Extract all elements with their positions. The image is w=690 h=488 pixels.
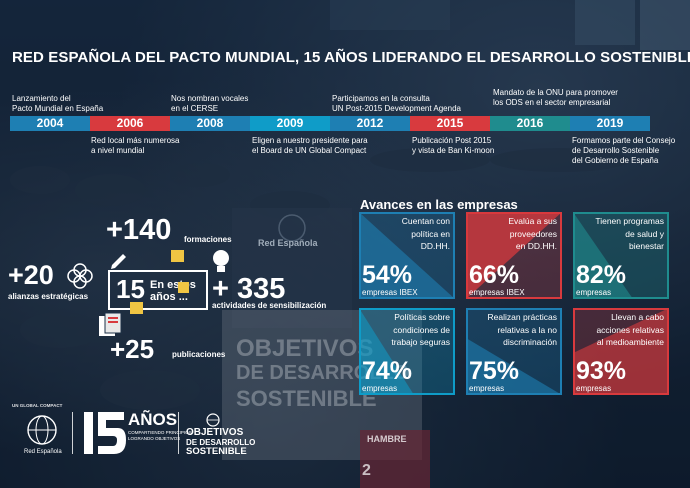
un-global-compact-logo bbox=[27, 415, 57, 445]
card-trabajo: Políticas sobre condiciones de trabajo seg… bbox=[359, 308, 455, 395]
year-2015: 2015 bbox=[410, 116, 490, 131]
formaciones-number: +140 bbox=[106, 214, 172, 246]
formaciones-label: formaciones bbox=[184, 235, 232, 244]
center-box bbox=[108, 270, 208, 310]
pct-66: 66% bbox=[469, 261, 520, 289]
year-2019: 2019 bbox=[570, 116, 650, 131]
fifteen-years-logo bbox=[84, 412, 126, 454]
avances-title: Avances en las empresas bbox=[360, 197, 518, 212]
year-2009: 2009 bbox=[250, 116, 330, 131]
card-discriminacion: Realizan prácticas relativas a la no discr… bbox=[466, 308, 562, 395]
pencil-icon bbox=[111, 254, 126, 269]
sign-line-1: OBJETIVOS bbox=[236, 335, 374, 362]
lightbulb-icon bbox=[213, 250, 229, 272]
year-2004: 2004 bbox=[10, 116, 90, 131]
year-2016: 2016 bbox=[490, 116, 570, 131]
timeline-note-2016: Mandato de la ONU para promover los ODS e… bbox=[493, 88, 618, 107]
publicaciones-label: publicaciones bbox=[172, 350, 226, 359]
timeline-note-2015: Publicación Post 2015 y vista de Ban Ki-m… bbox=[412, 136, 495, 155]
anos-label: AÑOS bbox=[128, 410, 178, 429]
podium-banner-text: Red Española bbox=[258, 238, 318, 248]
pct-93: 93% bbox=[576, 357, 627, 385]
timeline-note-2019: Formamos parte del Consejo de Desarrollo … bbox=[572, 136, 676, 165]
actividades-number: + 335 bbox=[212, 273, 286, 305]
card-salud: Tienen programas de salud y bienestar 82% … bbox=[573, 212, 669, 299]
timeline-note-2009: Eligen a nuestro presidente para el Board… bbox=[252, 136, 368, 155]
ungc-arc-text: UN GLOBAL COMPACT bbox=[12, 403, 63, 408]
sign-line-3: SOSTENIBLE bbox=[236, 386, 377, 411]
pct-74: 74% bbox=[362, 357, 413, 385]
documents-icon bbox=[99, 312, 122, 336]
logo-divider-2 bbox=[178, 412, 179, 454]
card-ddhh: Cuentan con política en DD.HH. 54% empresa… bbox=[359, 212, 455, 299]
pct-75: 75% bbox=[469, 357, 520, 385]
timeline-note-2006: Red local más numerosa a nivel mundial bbox=[91, 136, 180, 155]
note-square-icon bbox=[171, 250, 184, 262]
year-2012: 2012 bbox=[330, 116, 410, 131]
ods-logo-line-2: DE DESARROLLO bbox=[186, 438, 256, 447]
ods-logo-line-1: OBJETIVOS bbox=[186, 427, 244, 438]
alianzas-label: alianzas estratégicas bbox=[8, 292, 89, 301]
yellow-square-icon bbox=[178, 282, 189, 293]
flower-icon bbox=[67, 263, 93, 289]
yellow-square-2-icon bbox=[130, 302, 143, 314]
anos-sub-2: LOGRANDO OBJETIVOS bbox=[128, 436, 181, 441]
actividades-label: actividades de sensibilización bbox=[212, 301, 327, 310]
publicaciones-number: +25 bbox=[110, 334, 155, 364]
card-proveedores: Evalúa a sus proveedores en DD.HH. 66% emp… bbox=[466, 212, 562, 299]
alianzas-number: +20 bbox=[8, 260, 54, 290]
hambre-label: HAMBRE bbox=[367, 434, 407, 444]
center-number: 15 bbox=[116, 274, 145, 304]
hambre-number: 2 bbox=[362, 462, 371, 479]
ungc-red-espanola: Red Española bbox=[24, 449, 62, 455]
timeline-note-2004: Lanzamiento del Pacto Mundial en España bbox=[12, 94, 104, 113]
card-medioambiente: Llevan a cabo acciones relativas al medioa… bbox=[573, 308, 669, 395]
year-2006: 2006 bbox=[90, 116, 170, 131]
logo-divider-1 bbox=[72, 412, 73, 454]
pct-54: 54% bbox=[362, 261, 413, 289]
pct-82: 82% bbox=[576, 261, 627, 289]
year-2008: 2008 bbox=[170, 116, 250, 131]
page-title: RED ESPAÑOLA DEL PACTO MUNDIAL, 15 AÑOS … bbox=[12, 49, 690, 66]
timeline-note-2012: Participamos en la consulta UN Post-2015 … bbox=[332, 94, 461, 113]
un-emblem-icon bbox=[206, 413, 220, 427]
anos-sub-1: COMPARTIENDO PRINCIPIOS bbox=[128, 430, 192, 435]
ods-logo-line-3: SOSTENIBLE bbox=[186, 446, 247, 457]
timeline-note-2008: Nos nombran vocales en el CERSE bbox=[171, 94, 249, 113]
